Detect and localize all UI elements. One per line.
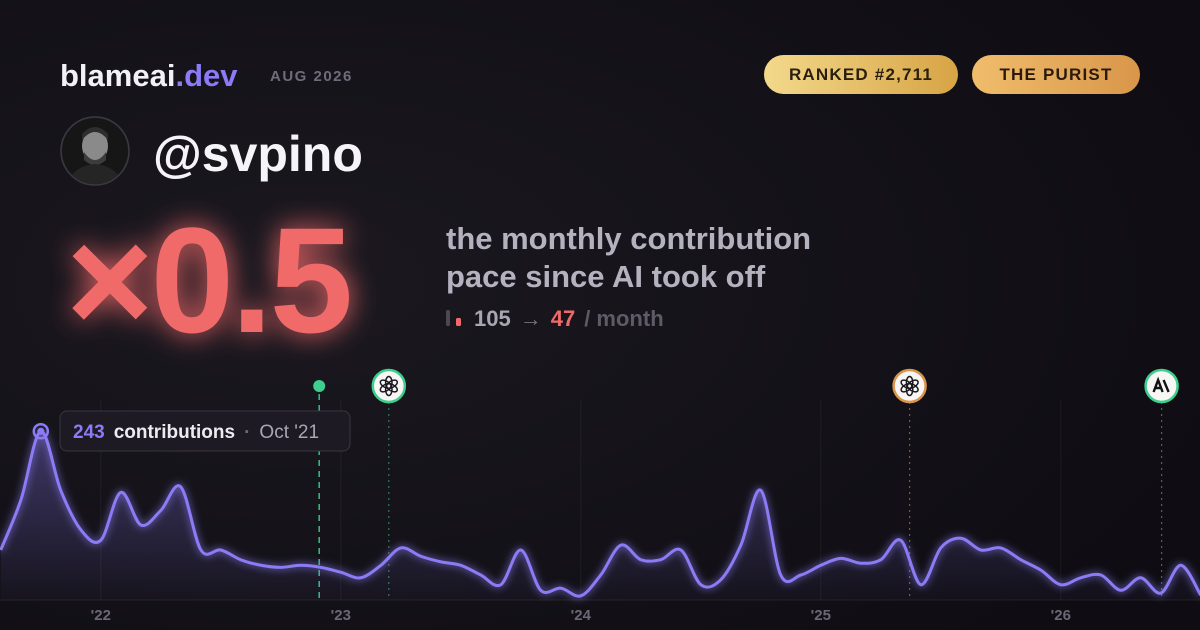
contribution-chart: '22 '23 '24 '25 '26 243 contributions · Oct '21 — [0, 368, 1200, 624]
event-dot — [313, 380, 326, 392]
x-tick-label: '25 — [811, 607, 831, 624]
event-icon — [371, 368, 407, 404]
tooltip-unit: contributions — [114, 422, 235, 443]
x-tick-label: '22 — [91, 607, 111, 624]
pace-before: 105 — [474, 306, 511, 331]
series-line — [0, 429, 1200, 598]
pace-comparison: 105 → 47 / month — [474, 306, 664, 331]
avatar-face — [82, 130, 108, 162]
event-icon-ring — [371, 368, 407, 404]
after-swatch — [456, 318, 461, 326]
pace-unit: / month — [584, 306, 663, 331]
x-tick-label: '23 — [331, 607, 351, 624]
brand-name: blameai — [60, 58, 175, 93]
highlight-point — [32, 423, 50, 440]
logo-petal — [900, 379, 913, 390]
tooltip-text: 243 contributions · Oct '21 — [73, 422, 319, 443]
multiplier-value: ×0.5 — [66, 196, 350, 364]
brand-tld: .dev — [175, 58, 238, 93]
tooltip-box — [59, 410, 351, 452]
tooltip-value: 243 — [73, 422, 105, 443]
caption-line: the monthly contribution — [446, 221, 811, 256]
x-tick-label: '26 — [1051, 607, 1071, 624]
logo-mark — [1152, 376, 1170, 393]
avatar-beard — [84, 152, 106, 165]
title-badge — [972, 55, 1140, 94]
event-icon — [892, 368, 927, 404]
logo-petal — [379, 379, 392, 390]
report-date: AUG 2026 — [270, 68, 353, 85]
rank-badge — [764, 55, 958, 94]
avatar-hair — [82, 127, 108, 140]
caption-line: pace since AI took off — [446, 259, 766, 294]
brand: blameai.dev — [60, 58, 238, 93]
pace-after: 47 — [551, 306, 575, 331]
rank-badge-label: RANKED #2,711 — [789, 65, 933, 84]
title-badge-label: THE PURIST — [999, 65, 1112, 84]
user-handle: @svpino — [153, 126, 363, 182]
tooltip-separator: · — [244, 422, 250, 443]
pace-arrow: → — [520, 306, 542, 331]
x-tick-label: '24 — [571, 607, 592, 624]
series-area — [0, 431, 1200, 600]
event-icon-ring — [892, 368, 927, 404]
before-swatch — [446, 310, 450, 326]
event-icon — [1144, 368, 1179, 404]
highlight-core — [37, 427, 45, 435]
tooltip-date: Oct '21 — [259, 422, 319, 443]
